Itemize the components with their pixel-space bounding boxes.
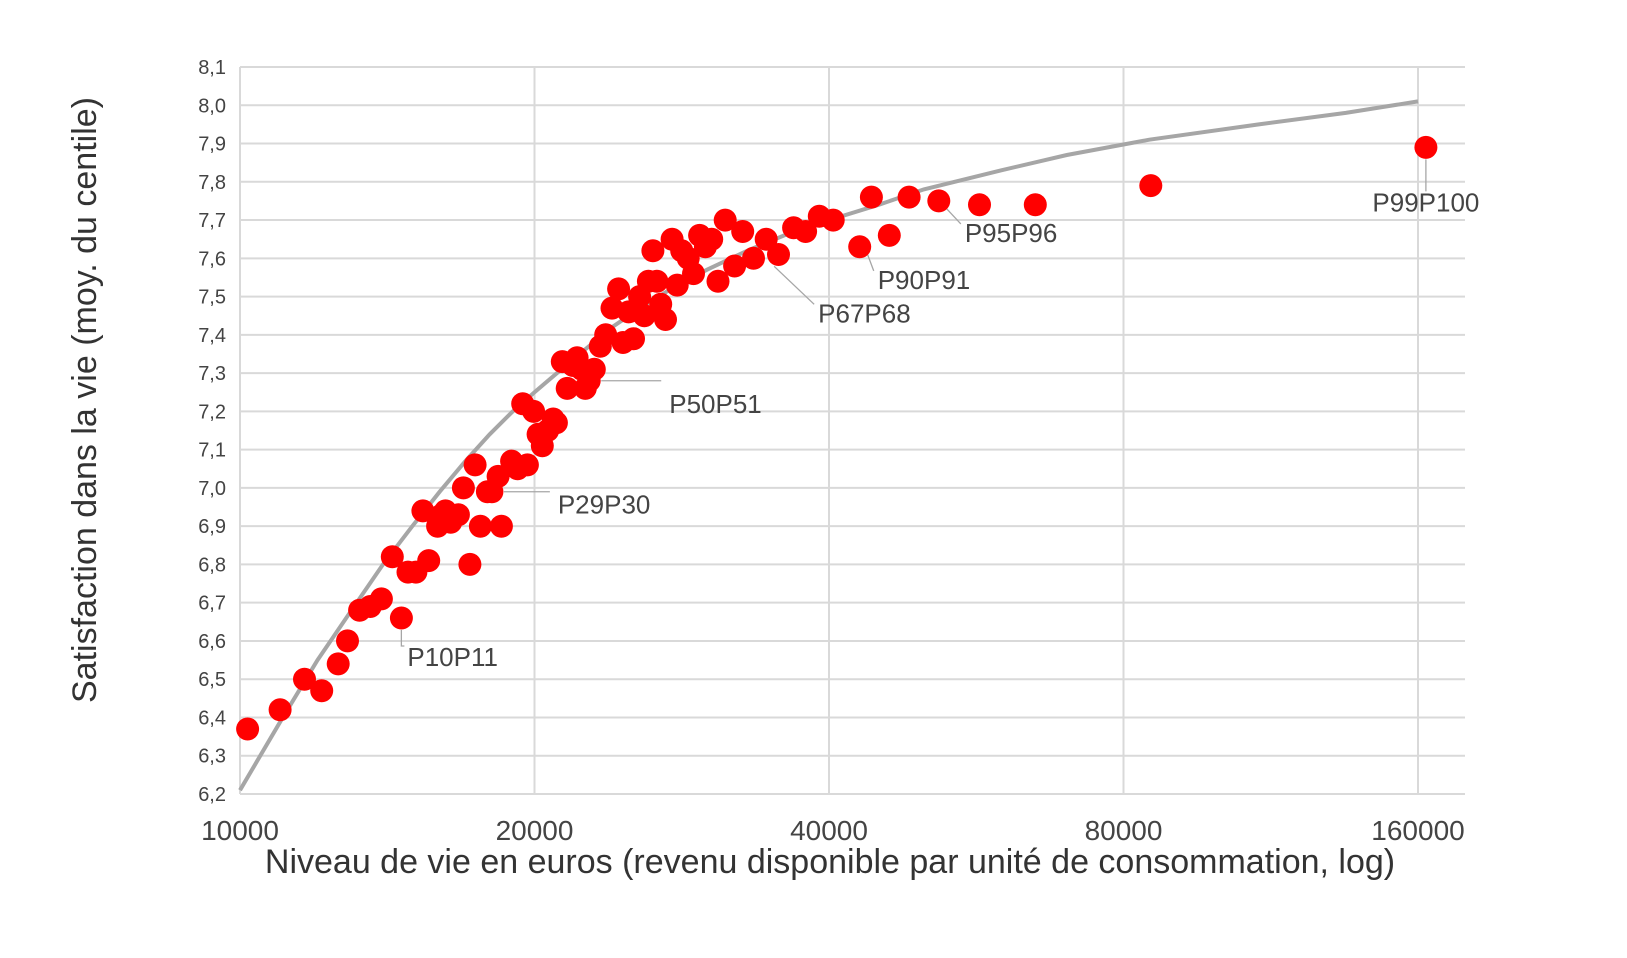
data-point [446, 503, 470, 527]
y-tick-label: 7,9 [198, 134, 226, 156]
x-tick-label: 10000 [201, 815, 279, 846]
annotation-label: P95P96 [965, 218, 1058, 248]
data-point [682, 262, 705, 286]
y-tick-label: 6,3 [198, 746, 226, 768]
grid [239, 66, 1465, 795]
data-point [607, 277, 631, 301]
data-point [555, 376, 579, 400]
data-point [594, 323, 618, 347]
data-point [927, 189, 951, 213]
data-point [458, 552, 482, 576]
data-point [848, 235, 872, 259]
data-point [310, 679, 334, 703]
y-tick-label: 6,5 [198, 669, 226, 691]
y-axis-ticks: 6,2 6,3 6,4 6,5 6,6 6,7 6,8 6,9 7,0 7,1 7,2 7,3 7,4 7… [198, 57, 226, 806]
y-tick-label: 7,5 [198, 287, 226, 309]
annotation-leaders [400, 159, 1427, 647]
y-tick-label: 7,6 [198, 248, 226, 270]
y-tick-label: 8,0 [198, 95, 226, 117]
annotation-label: P67P68 [818, 298, 911, 328]
y-tick-label: 6,8 [198, 554, 226, 576]
data-point [489, 514, 513, 538]
data-point [859, 185, 883, 209]
x-tick-label: 160000 [1371, 815, 1464, 846]
data-point [582, 357, 606, 381]
data-point [369, 587, 393, 611]
y-tick-label: 6,9 [198, 516, 226, 538]
data-point [706, 269, 730, 293]
annotation-label: P10P11 [407, 642, 498, 672]
data-point [515, 453, 539, 477]
data-point [742, 246, 765, 270]
y-tick-label: 7,3 [198, 363, 226, 385]
data-point [632, 304, 656, 328]
data-point [268, 698, 292, 722]
y-tick-label: 7,2 [198, 401, 226, 423]
data-points [236, 135, 1438, 741]
data-point [794, 220, 818, 243]
data-point [731, 220, 755, 243]
y-tick-label: 7,4 [198, 325, 226, 347]
data-point [821, 208, 845, 232]
y-tick-label: 7,1 [198, 440, 226, 462]
x-axis-title: Niveau de vie en euros (revenu disponibl… [265, 843, 1395, 881]
y-tick-label: 8,1 [198, 57, 226, 79]
data-point [522, 399, 546, 423]
data-point [544, 411, 568, 435]
data-point [486, 464, 510, 488]
data-point [389, 606, 413, 630]
annotation-label: P99P100 [1372, 187, 1479, 217]
data-point [293, 667, 316, 691]
y-tick-label: 7,8 [198, 172, 226, 194]
data-point [463, 453, 487, 477]
data-point [1139, 174, 1163, 198]
data-point [877, 223, 901, 247]
data-point [723, 254, 747, 278]
data-point [411, 499, 435, 523]
x-tick-label: 20000 [496, 815, 574, 846]
annotation-label: P29P30 [558, 490, 651, 520]
data-point [451, 476, 475, 500]
data-point [645, 269, 669, 293]
data-point [336, 629, 359, 653]
annotation-label: P90P91 [878, 265, 971, 295]
annotation-leader [867, 254, 875, 272]
y-tick-label: 7,7 [198, 210, 226, 232]
data-point [754, 227, 778, 251]
data-point [713, 208, 737, 232]
data-point [468, 514, 492, 538]
x-tick-label: 40000 [790, 815, 868, 846]
data-point [641, 239, 665, 263]
y-tick-label: 6,4 [198, 707, 226, 729]
data-point [236, 717, 260, 741]
y-tick-label: 7,0 [198, 478, 226, 500]
data-point [897, 185, 921, 209]
annotation-label: P50P51 [669, 389, 762, 419]
data-point [326, 652, 350, 676]
y-axis-title: Satisfaction dans la vie (moy. du centil… [66, 97, 104, 703]
data-point [1023, 193, 1047, 217]
annotation-leader [400, 629, 405, 647]
data-point [1414, 135, 1438, 159]
y-tick-label: 6,2 [198, 784, 226, 806]
data-point [380, 545, 404, 569]
data-point [767, 243, 790, 266]
annotation-leader [773, 265, 815, 305]
data-point [417, 549, 441, 573]
data-point [622, 327, 645, 351]
x-tick-label: 80000 [1085, 815, 1163, 846]
data-point [968, 193, 991, 217]
y-tick-label: 6,7 [198, 593, 226, 615]
data-point [654, 308, 677, 331]
x-axis-ticks: 10000 20000 40000 80000 160000 [201, 815, 1465, 846]
annotation-leader [946, 208, 962, 225]
data-point [665, 273, 689, 297]
y-tick-label: 6,6 [198, 631, 226, 653]
data-point [700, 227, 724, 251]
